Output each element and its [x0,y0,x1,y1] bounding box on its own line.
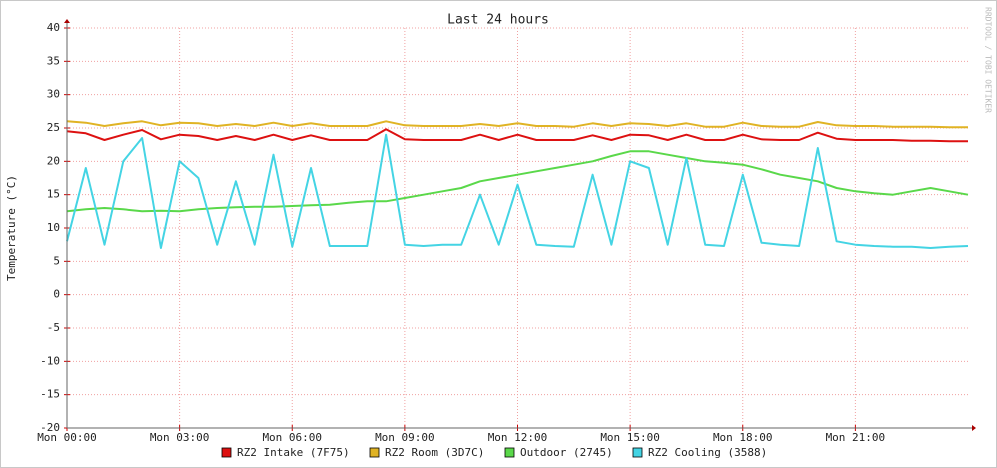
watermark: RRDTOOL / TOBI OETIKER [984,7,993,113]
series-line [66,150,969,213]
x-tick-label: Mon 03:00 [150,431,210,444]
x-tick-label: Mon 18:00 [713,431,773,444]
x-tick-label: Mon 12:00 [488,431,548,444]
legend-label: RZ2 Intake (7F75) [237,446,350,459]
y-arrow [64,19,70,23]
y-tick-label: -10 [40,354,60,367]
x-tick-label: Mon 21:00 [826,431,886,444]
x-arrow [972,425,976,431]
y-axis-label: Temperature (°C) [5,175,18,281]
legend-swatch [369,447,380,458]
y-tick-label: 35 [47,54,60,67]
x-tick-label: Mon 15:00 [600,431,660,444]
legend-swatch [632,447,643,458]
legend-label: RZ2 Room (3D7C) [385,446,484,459]
y-tick-label: 20 [47,154,60,167]
y-tick-label: -20 [40,421,60,434]
series-line [66,133,969,249]
series-line [66,120,968,129]
series-line [66,128,968,143]
x-tick-label: Mon 00:00 [37,431,97,444]
chart-title: Last 24 hours [447,13,549,28]
x-tick-label: Mon 06:00 [262,431,322,444]
plot-area [66,120,969,249]
legend-label: RZ2 Cooling (3588) [648,446,767,459]
y-tick-label: 10 [47,221,60,234]
y-tick-label: 30 [47,88,60,101]
legend-label: Outdoor (2745) [520,446,613,459]
y-tick-label: 15 [47,188,60,201]
y-tick-label: 0 [53,288,60,301]
y-tick-label: 25 [47,121,60,134]
legend-swatch [504,447,515,458]
y-tick-label: 5 [53,254,60,267]
y-tick-label: 40 [47,21,60,34]
y-tick-label: -5 [47,321,60,334]
legend: RZ2 Intake (7F75) RZ2 Room (3D7C) Outdoor … [221,446,767,459]
x-tick-label: Mon 09:00 [375,431,435,444]
legend-swatch [221,447,232,458]
y-tick-label: -15 [40,388,60,401]
